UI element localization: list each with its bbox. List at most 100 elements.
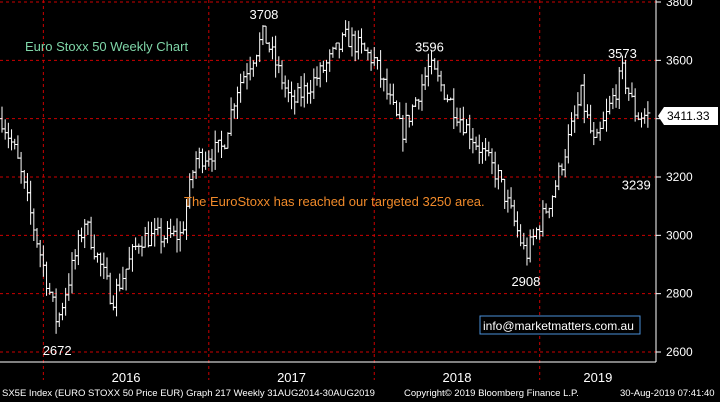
- price-bar: [279, 60, 285, 90]
- price-bar: [244, 63, 250, 90]
- price-bar: [336, 42, 342, 59]
- price-bar: [215, 139, 221, 153]
- price-bar: [425, 53, 431, 87]
- price-bar: [604, 98, 610, 132]
- y-tick-label: 3600: [666, 53, 693, 67]
- price-bar: [139, 236, 145, 257]
- price-bar: [349, 27, 355, 57]
- price-bar: [260, 25, 266, 46]
- price-bar: [352, 30, 358, 62]
- chart-title: Euro Stoxx 50 Weekly Chart: [25, 39, 188, 54]
- price-bar: [219, 130, 225, 159]
- last-price-flag: [658, 107, 718, 125]
- price-bar: [180, 221, 186, 235]
- price-bar: [537, 225, 543, 240]
- price-bar: [575, 92, 581, 119]
- price-bar: [511, 199, 517, 227]
- price-bar: [387, 83, 393, 105]
- price-bar: [282, 75, 288, 98]
- price-bar: [126, 246, 132, 270]
- annotation-label: 2908: [511, 274, 540, 289]
- price-bar: [228, 97, 234, 136]
- price-bar: [241, 71, 247, 84]
- price-bar: [44, 261, 50, 296]
- price-bar: [629, 82, 635, 98]
- footer-copyright: Copyright© 2019 Bloomberg Finance L.P.: [404, 388, 579, 399]
- price-bar: [499, 169, 505, 183]
- price-bar: [413, 97, 419, 107]
- price-bar: [371, 47, 377, 66]
- y-tick-label: 3200: [666, 170, 693, 184]
- price-bar: [269, 36, 275, 60]
- price-bar: [142, 226, 148, 248]
- price-bar: [161, 235, 167, 248]
- annotation-label: 3708: [249, 7, 278, 22]
- price-bar: [85, 220, 91, 235]
- price-bar: [489, 148, 495, 175]
- annotation-label: 3596: [415, 40, 444, 55]
- footer: SX5E Index (EURO STOXX 50 Price EUR) Gra…: [0, 386, 720, 402]
- price-bar: [613, 84, 619, 108]
- price-bar: [569, 112, 575, 137]
- price-bar: [107, 272, 113, 305]
- price-bar: [642, 108, 648, 124]
- price-bar: [152, 218, 158, 247]
- price-bar: [432, 58, 438, 70]
- x-tick-label: 2016: [112, 370, 141, 385]
- price-bar: [454, 107, 460, 127]
- x-tick-label: 2017: [277, 370, 306, 385]
- price-bar: [492, 151, 498, 188]
- price-bar: [540, 200, 546, 237]
- price-bar: [527, 229, 533, 263]
- price-bar: [549, 195, 555, 217]
- price-bar: [295, 82, 301, 104]
- price-bar: [362, 42, 368, 51]
- price-bar: [225, 132, 231, 149]
- price-bar: [444, 94, 450, 103]
- price-bar: [190, 170, 196, 189]
- price-bar: [114, 278, 120, 317]
- y-tick-label: 3800: [666, 0, 693, 9]
- price-bar: [273, 35, 279, 78]
- price-bar: [69, 252, 75, 294]
- price-bar: [632, 88, 638, 122]
- price-bar: [66, 273, 72, 301]
- price-bar: [199, 148, 205, 174]
- price-bar: [298, 76, 304, 107]
- y-tick-label: 3000: [666, 228, 693, 242]
- price-bar: [91, 234, 97, 260]
- price-bar: [374, 56, 380, 70]
- footer-source: SX5E Index (EURO STOXX 50 Price EUR) Gra…: [2, 388, 375, 399]
- price-bar: [266, 42, 272, 53]
- price-bar: [301, 73, 307, 108]
- price-bar: [584, 104, 590, 119]
- price-bar: [390, 83, 396, 105]
- price-bar: [626, 87, 632, 101]
- price-bar: [473, 136, 479, 151]
- price-bar: [238, 73, 244, 103]
- price-bar: [422, 67, 428, 90]
- price-bar: [31, 208, 37, 242]
- price-bar: [5, 122, 11, 149]
- price-bar: [311, 68, 317, 100]
- price-bar: [610, 88, 616, 110]
- price-bar: [483, 138, 489, 161]
- price-bar: [333, 42, 339, 50]
- price-bar: [196, 147, 202, 169]
- price-bar: [384, 68, 390, 100]
- price-bar: [209, 148, 215, 172]
- price-bar: [177, 221, 183, 252]
- x-axis: 2016 2017 2018 2019: [0, 361, 656, 385]
- price-bar: [394, 100, 400, 117]
- price-bar: [343, 20, 349, 38]
- price-bar: [460, 106, 466, 136]
- price-bar: [34, 228, 40, 248]
- price-bar: [565, 124, 571, 164]
- last-price-label: 3411.33: [667, 109, 710, 123]
- price-bar: [234, 86, 240, 119]
- price-bar: [546, 207, 552, 219]
- price-bar: [591, 122, 597, 146]
- watermark-box: [479, 315, 641, 335]
- x-tick-label: 2018: [443, 370, 472, 385]
- price-bar: [597, 121, 603, 141]
